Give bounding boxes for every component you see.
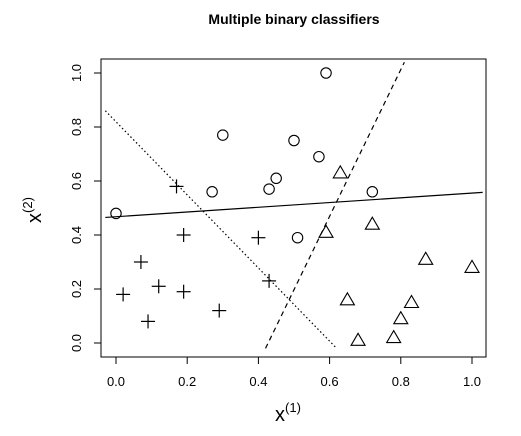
circle-marker [110,207,122,220]
plus-marker [141,314,156,329]
plus-marker [212,303,227,318]
data-points [110,67,480,346]
circle-marker [313,150,325,163]
triangle-marker [464,259,480,273]
triangle-marker [364,216,381,230]
y-axis-label-sup: (2) [20,197,35,213]
circle-marker [206,186,218,198]
y-tick-label: 0.6 [69,172,84,190]
y-axis: 0.0 0.2 0.4 0.6 0.8 1.0 [69,64,102,352]
y-tick-label: 0.0 [69,334,84,352]
circle-marker [217,129,229,141]
x-tick-label: 0.8 [392,374,410,389]
plus-marker [176,284,191,299]
circle-marker [366,186,379,198]
circle-marker [270,172,282,185]
x-tick-label: 1.0 [463,374,481,389]
x-axis-label-sup: (1) [285,400,301,415]
triangle-marker [318,224,334,238]
plot-frame [100,58,487,358]
triangle-marker [403,294,420,309]
classifier-line-dashed [264,61,405,349]
triangle-marker [332,164,349,179]
triangle-marker [350,332,367,346]
circle-marker [288,134,300,147]
x-axis-label-base: x [275,404,285,426]
plus-marker [262,273,277,288]
plus-marker [169,179,184,194]
triangle-marker [385,329,402,344]
y-tick-label: 0.8 [69,118,84,136]
x-tick-label: 0.0 [107,374,125,389]
circle-marker [263,183,275,195]
triangle-marker [339,291,356,306]
y-tick-label: 0.2 [69,280,84,298]
x-tick-label: 0.4 [249,374,267,389]
circle-marker [320,67,332,79]
x-axis: 0.0 0.2 0.4 0.6 0.8 1.0 [107,356,481,389]
classifier-lines [104,61,483,349]
triangle-marker [392,310,409,325]
x-tick-label: 0.6 [321,374,339,389]
chart-title: Multiple binary classifiers [208,11,379,27]
triangle-marker [417,251,434,265]
plus-marker [133,255,148,269]
y-tick-label: 1.0 [69,64,84,82]
plus-marker [251,230,266,245]
plus-marker [176,228,191,242]
classifier-line-dotted [104,110,338,349]
plus-marker [116,287,131,302]
y-tick-label: 0.4 [69,226,84,244]
circle-marker [291,231,304,244]
x-tick-label: 0.2 [178,374,196,389]
plus-marker [151,279,166,294]
x-axis-label: x(1) [275,400,301,426]
classifier-line-solid [105,191,483,219]
y-axis-label: x(2) [20,197,46,223]
y-axis-label-base: x [24,213,46,223]
